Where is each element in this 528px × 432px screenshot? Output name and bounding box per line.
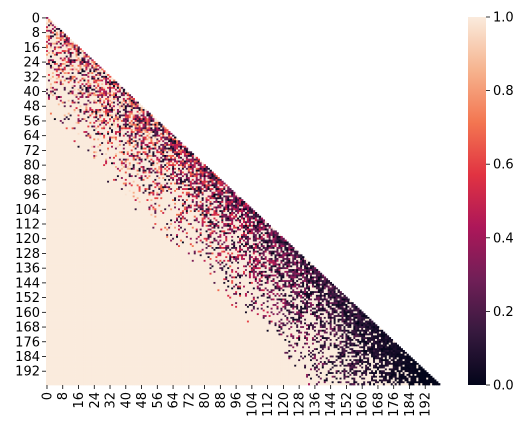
heatmap-cells [46, 17, 440, 385]
